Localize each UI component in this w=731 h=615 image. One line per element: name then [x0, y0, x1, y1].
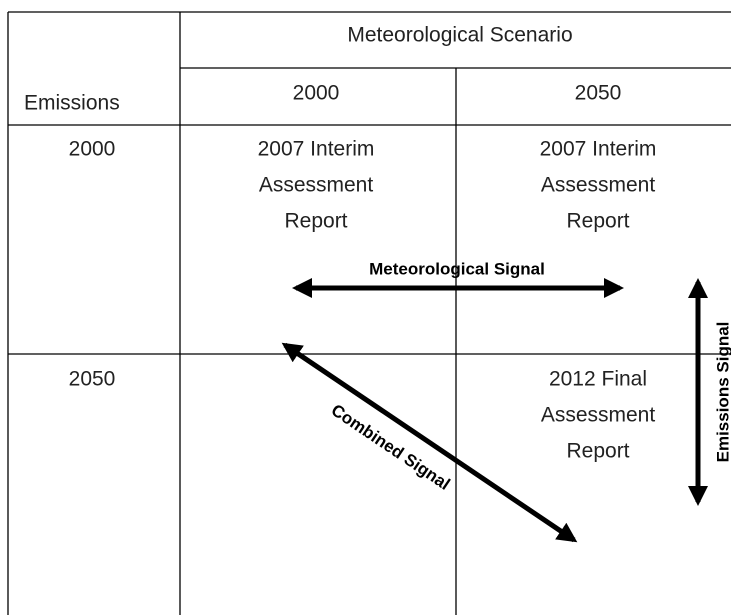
row-label: 2000	[69, 138, 116, 161]
cell-text: Assessment	[259, 174, 374, 197]
column-header: 2050	[575, 82, 622, 105]
cell-text: Assessment	[541, 404, 656, 427]
cell-text: 2007 Interim	[540, 138, 657, 161]
cell-text: Report	[566, 210, 629, 233]
column-group-header: Meteorological Scenario	[347, 24, 572, 47]
cell-text: 2012 Final	[549, 368, 647, 391]
emissions-signal-label: Emissions Signal	[713, 322, 731, 463]
combined-arrow	[281, 342, 578, 543]
column-header: 2000	[293, 82, 340, 105]
cell-text: Report	[284, 210, 347, 233]
cell-text: 2007 Interim	[258, 138, 375, 161]
row-label: 2050	[69, 368, 116, 391]
cell-text: Report	[566, 440, 629, 463]
row-header: Emissions	[24, 92, 120, 115]
meteorological-signal-label: Meteorological Signal	[369, 259, 545, 278]
cell-text: Assessment	[541, 174, 656, 197]
